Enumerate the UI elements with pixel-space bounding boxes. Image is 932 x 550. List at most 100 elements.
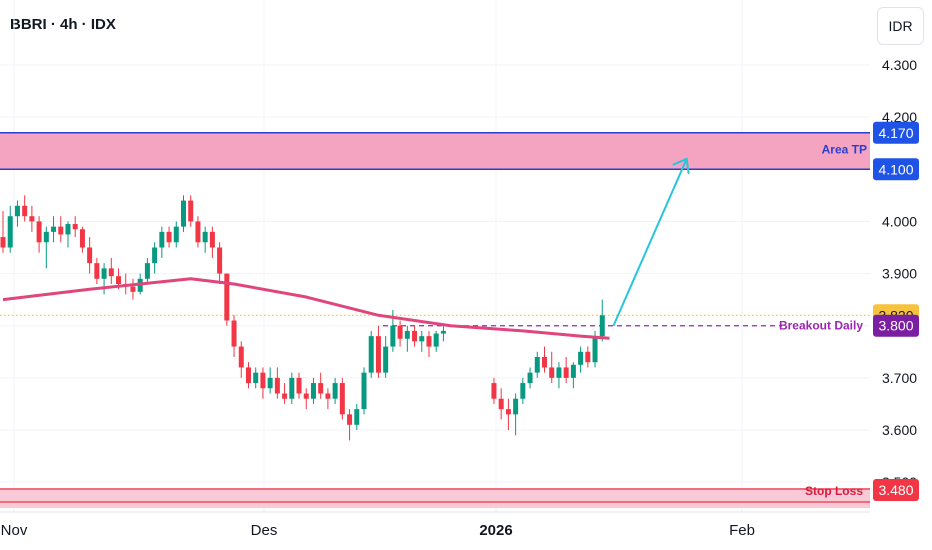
candle-body	[426, 336, 432, 347]
candle-body	[195, 221, 201, 243]
candle-body	[94, 263, 100, 279]
candle-body	[354, 409, 360, 425]
price-badge-label: 3.800	[878, 318, 913, 334]
candle	[267, 367, 273, 394]
candle	[585, 346, 591, 368]
stop-loss-zone	[0, 488, 870, 508]
candle	[578, 346, 584, 373]
candle	[51, 216, 57, 243]
candle	[195, 216, 201, 248]
candle-body	[325, 393, 331, 399]
candle	[282, 383, 288, 404]
candle	[101, 263, 107, 295]
candle	[87, 237, 93, 274]
candle	[181, 195, 186, 232]
annotation-stop-loss: Stop Loss	[805, 484, 863, 498]
candle-body	[585, 351, 591, 363]
candle-body	[592, 336, 598, 363]
candle-body	[412, 330, 418, 342]
price-badge-tp_top: 4.170	[873, 121, 919, 144]
candle	[253, 367, 259, 389]
candle	[159, 226, 165, 258]
candle	[397, 320, 403, 347]
price-badge-label: 3.480	[878, 482, 913, 498]
candle-body	[310, 383, 316, 399]
moving-average-line	[2, 277, 610, 340]
candle	[498, 388, 504, 420]
candle-body	[65, 224, 71, 235]
price-badge-bg	[873, 158, 919, 181]
candle-body	[570, 364, 576, 378]
price-badge-bg	[873, 479, 919, 501]
candle-body	[0, 237, 6, 248]
price-badge-breakout: 3.800	[873, 314, 919, 337]
candle	[332, 377, 338, 404]
candle-body	[116, 276, 122, 284]
candle-body	[282, 393, 288, 399]
candle-body	[542, 357, 547, 368]
candle-body	[79, 229, 85, 248]
candle	[361, 367, 367, 415]
candle	[491, 377, 497, 404]
candle-body	[43, 231, 49, 243]
currency-button[interactable]: IDR	[877, 7, 924, 45]
candle-body	[159, 231, 165, 248]
candle-body	[505, 409, 511, 415]
candle	[188, 195, 194, 227]
candle	[260, 367, 266, 399]
candle-body	[520, 383, 526, 399]
candle-body	[144, 263, 150, 279]
candle-body	[166, 231, 172, 243]
candle	[36, 216, 42, 253]
candle	[303, 388, 309, 410]
candle	[108, 257, 114, 284]
candle-body	[36, 221, 42, 243]
candle	[43, 226, 49, 269]
candle	[29, 205, 35, 232]
candle	[318, 372, 324, 399]
x-tick-label: 2026	[479, 522, 512, 539]
candle-body	[58, 226, 64, 235]
candle	[426, 330, 432, 357]
tp-zone	[0, 132, 870, 170]
candle	[310, 377, 316, 404]
candle-body	[14, 205, 20, 217]
candle	[375, 325, 381, 378]
candle	[347, 409, 353, 441]
candle-body	[130, 286, 136, 292]
candle-body	[527, 372, 533, 384]
candle-body	[260, 372, 266, 389]
candle	[58, 216, 64, 243]
candle-body	[404, 330, 410, 339]
y-tick-label: 4.000	[882, 213, 917, 229]
candle	[274, 367, 280, 399]
candle	[289, 372, 295, 404]
candle	[245, 362, 251, 389]
candle-body	[217, 247, 223, 274]
candle	[144, 257, 150, 284]
candle-body	[267, 377, 273, 389]
price-badge-bg	[873, 121, 919, 144]
candle-body	[332, 383, 338, 399]
y-tick-label: 4.300	[882, 57, 917, 73]
candle-body	[498, 398, 504, 410]
chart-title: BBRI · 4h · IDX	[10, 16, 116, 33]
candle-body	[22, 205, 28, 217]
x-tick-label: Des	[251, 522, 278, 539]
candle-body	[397, 325, 403, 339]
y-tick-label: 3.700	[882, 370, 917, 386]
candle	[556, 362, 562, 389]
candle	[404, 325, 410, 352]
candle	[339, 377, 345, 420]
candle-body	[361, 372, 367, 410]
price-badge-stop: 3.480	[873, 479, 919, 501]
candle	[202, 226, 208, 253]
candle-body	[347, 414, 353, 425]
candle-body	[181, 200, 186, 227]
candle-body	[375, 336, 381, 373]
candle-body	[7, 216, 13, 248]
annotation-breakout: Breakout Daily	[779, 319, 863, 333]
candle	[0, 211, 6, 253]
candle-body	[578, 351, 584, 365]
